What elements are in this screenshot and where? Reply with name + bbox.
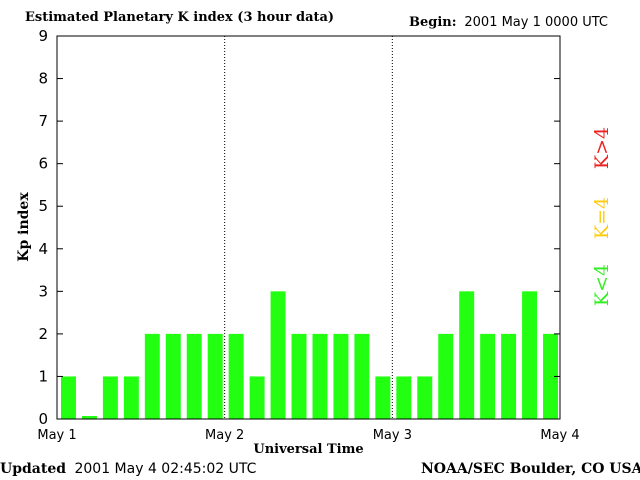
- kp-bar: [501, 333, 517, 419]
- begin-label: Begin:: [409, 15, 457, 30]
- y-tick-label: 3: [38, 282, 48, 300]
- x-day-label: May 3: [373, 428, 412, 443]
- y-tick-label: 1: [38, 367, 48, 385]
- y-tick-label: 6: [38, 155, 48, 173]
- source-credit: NOAA/SEC Boulder, CO USA: [421, 461, 640, 477]
- chart-title: Estimated Planetary K index (3 hour data…: [25, 10, 335, 25]
- y-tick-label: 4: [38, 240, 48, 258]
- y-tick-label: 9: [38, 27, 48, 45]
- kp-bar: [123, 376, 139, 419]
- kp-bar: [312, 333, 328, 419]
- x-axis-label: Universal Time: [253, 442, 363, 457]
- legend-entry: K=4: [591, 197, 613, 239]
- y-tick-label: 5: [38, 197, 48, 215]
- kp-bar: [207, 333, 223, 419]
- kp-bar: [480, 333, 496, 419]
- y-tick-label: 2: [38, 325, 48, 343]
- kp-bar: [102, 376, 118, 419]
- kp-bar: [333, 333, 349, 419]
- x-day-label: May 1: [37, 428, 76, 443]
- kp-bar: [249, 376, 265, 419]
- y-tick-label: 0: [38, 410, 48, 428]
- legend-entry: K>4: [591, 127, 613, 169]
- y-axis-label: Kp index: [16, 192, 32, 262]
- kp-bar: [291, 333, 307, 419]
- kp-bar: [375, 376, 391, 419]
- y-tick-label: 7: [38, 112, 48, 130]
- updated-label: Updated: [0, 461, 67, 477]
- kp-bar: [228, 333, 244, 419]
- kp-bar: [270, 291, 286, 419]
- y-tick-label: 8: [38, 70, 48, 88]
- plot-frame: [56, 35, 561, 420]
- kp-bar: [522, 291, 538, 419]
- x-day-label: May 4: [540, 428, 579, 443]
- kp-bar: [186, 333, 202, 419]
- kp-bar: [396, 376, 412, 419]
- kp-bar: [165, 333, 181, 419]
- kp-bar: [144, 333, 160, 419]
- kp-bar: [417, 376, 433, 419]
- kp-bar: [81, 416, 97, 419]
- updated-value: 2001 May 4 02:45:02 UTC: [74, 461, 257, 477]
- kp-bar: [438, 333, 454, 419]
- kp-bar: [354, 333, 370, 419]
- x-day-label: May 2: [205, 428, 244, 443]
- kp-bar: [459, 291, 475, 419]
- begin-info: Begin: 2001 May 1 0000 UTC: [409, 15, 608, 30]
- legend-entry: K<4: [591, 264, 613, 306]
- updated-info: Updated 2001 May 4 02:45:02 UTC: [0, 461, 256, 477]
- begin-value: 2001 May 1 0000 UTC: [464, 15, 608, 30]
- kp-bar: [543, 333, 558, 419]
- kp-bar: [61, 376, 76, 419]
